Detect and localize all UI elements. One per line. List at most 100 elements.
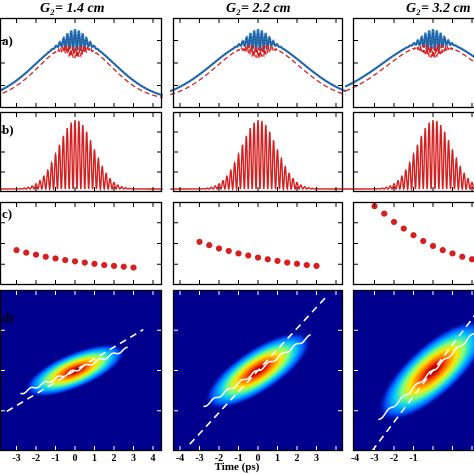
series-dashed-red	[345, 44, 474, 92]
x-tick-label: -3	[12, 453, 20, 464]
data-point	[245, 252, 252, 259]
data-point	[71, 258, 79, 265]
data-point	[274, 257, 281, 265]
panel-frame	[352, 17, 474, 109]
panel-3-1	[172, 289, 344, 452]
data-point	[52, 255, 59, 262]
data-point	[215, 245, 223, 252]
data-point	[429, 242, 437, 250]
column-title-3: G₂= 3.2 cm	[406, 1, 471, 16]
data-point	[62, 257, 69, 264]
panel-frame	[172, 201, 344, 286]
dashed-reference-line	[6, 328, 144, 413]
x-tick-label: 3	[314, 453, 319, 464]
x-tick-label: -3	[370, 453, 378, 464]
data-point	[459, 253, 466, 260]
data-point	[313, 262, 320, 270]
panel-1-2	[345, 111, 474, 193]
series-red	[0, 120, 163, 192]
data-point	[110, 262, 118, 270]
x-tick-label: 1	[92, 453, 97, 464]
row-label-c: c)	[2, 206, 12, 221]
panel-frame	[0, 289, 163, 452]
panel-2-0	[0, 201, 163, 286]
panel-frame	[172, 111, 344, 193]
column-title-1: G₂= 1.4 cm	[40, 1, 105, 16]
data-point	[381, 210, 388, 217]
panel-frame	[0, 201, 163, 286]
data-point	[130, 264, 137, 271]
data-point	[468, 256, 474, 263]
series-dashed-red	[0, 45, 163, 99]
data-point	[206, 242, 213, 249]
panel-frame	[352, 201, 474, 286]
panel-frame	[172, 289, 344, 452]
data-point	[439, 247, 446, 254]
x-tick-label: -2	[32, 453, 40, 464]
data-point	[400, 225, 407, 232]
data-point	[235, 250, 242, 257]
panel-3-0	[0, 289, 163, 452]
series-solid-blue	[0, 29, 164, 97]
heatmap-content	[189, 296, 327, 445]
data-point	[420, 237, 427, 245]
data-point	[264, 256, 271, 263]
dashed-reference-line	[189, 296, 327, 445]
row-label-a: a)	[2, 33, 13, 48]
x-tick-label: -2	[215, 453, 223, 464]
x-tick-label: -2	[390, 453, 398, 464]
x-tick-label: 0	[256, 453, 261, 464]
series-red	[170, 120, 346, 192]
data-point	[410, 232, 417, 239]
x-tick-label: -4	[351, 453, 359, 464]
panel-frame	[0, 111, 163, 193]
series-solid-blue	[344, 29, 474, 88]
panel-0-0	[0, 17, 164, 109]
panel-1-0	[0, 111, 163, 193]
data-point	[254, 254, 262, 261]
data-point	[81, 259, 88, 266]
series-dotted	[170, 31, 346, 92]
x-tick-label: 0	[73, 453, 78, 464]
panel-frame	[352, 111, 474, 193]
data-point	[120, 263, 127, 270]
series-dashed-red	[170, 44, 346, 96]
data-point	[449, 250, 456, 257]
x-tick-label: 2	[112, 453, 117, 464]
x-tick-label: 1	[275, 453, 280, 464]
panel-2-1	[172, 201, 344, 286]
data-point	[32, 251, 40, 258]
column-title-2: G₂= 2.2 cm	[226, 1, 291, 16]
panel-1-1	[170, 111, 346, 193]
x-tick-label: -1	[409, 453, 417, 464]
x-tick-label: 4	[151, 453, 156, 464]
data-point	[23, 249, 30, 256]
data-point	[196, 238, 203, 245]
series-dotted	[0, 31, 163, 96]
panel-frame	[352, 289, 474, 452]
data-point	[91, 260, 98, 267]
panel-2-2	[352, 201, 474, 286]
panel-0-1	[169, 17, 347, 109]
row-label-d: d)	[2, 310, 14, 325]
data-point	[293, 260, 301, 267]
heatmap-content	[371, 315, 474, 451]
x-tick-label: -4	[176, 453, 184, 464]
x-tick-label: -1	[51, 453, 59, 464]
panel-0-2	[344, 17, 474, 109]
data-point	[303, 261, 310, 269]
heatmap-content	[6, 328, 144, 413]
dashed-reference-line	[371, 315, 474, 451]
row-label-b: b)	[2, 122, 14, 137]
data-point	[13, 247, 20, 254]
data-point	[101, 261, 108, 269]
x-tick-label: 3	[131, 453, 136, 464]
x-tick-label: 2	[295, 453, 300, 464]
x-tick-label: -3	[195, 453, 203, 464]
panel-3-2	[352, 289, 474, 452]
panel-frame	[172, 17, 344, 109]
series-red	[345, 120, 474, 192]
data-point	[225, 247, 232, 255]
data-point	[284, 259, 291, 266]
